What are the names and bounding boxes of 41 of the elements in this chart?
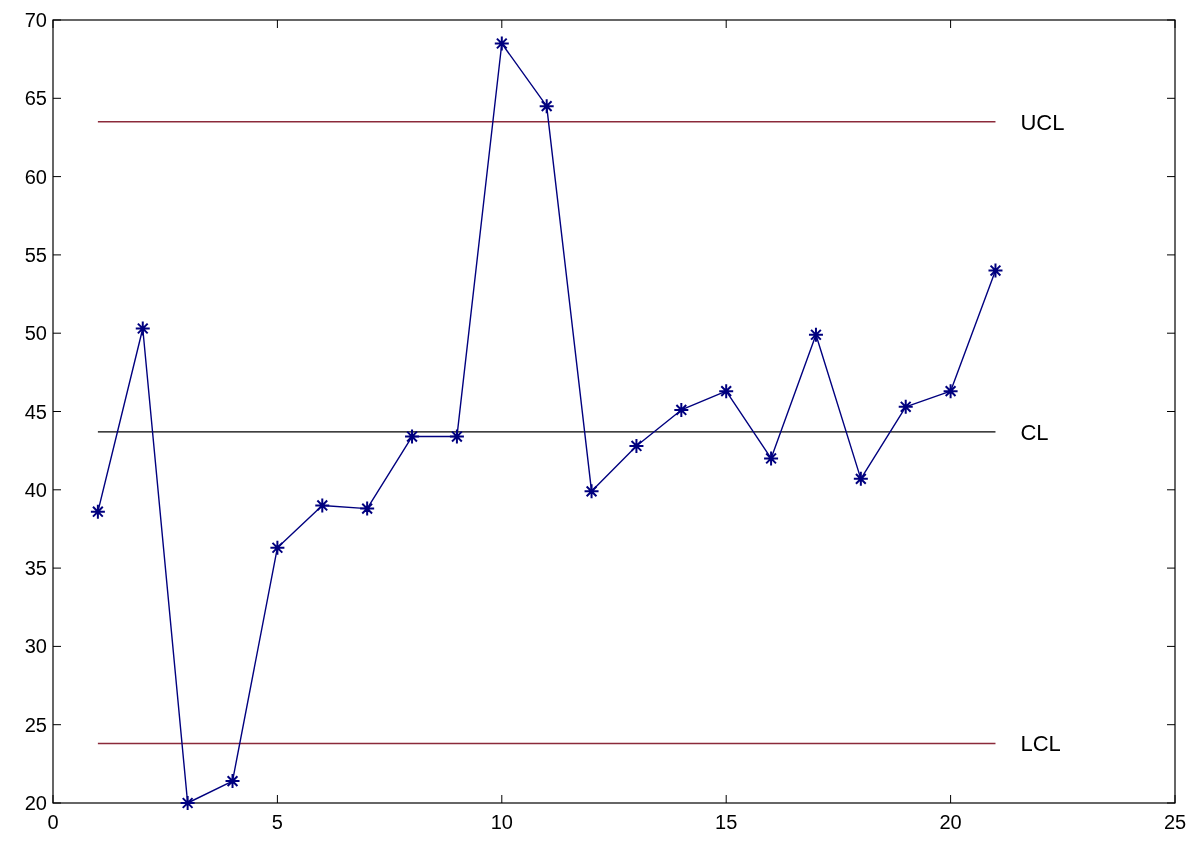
x-tick-label: 10: [490, 811, 513, 833]
series-label: UCL: [1020, 109, 1065, 135]
point: [179, 795, 196, 811]
point: [448, 428, 465, 445]
y-tick-label: 40: [24, 478, 47, 501]
point: [987, 262, 1004, 279]
y-tick-label: 20: [24, 792, 47, 814]
point: [89, 503, 106, 520]
point: [718, 383, 735, 400]
x-tick-label: 25: [1163, 811, 1187, 833]
point: [538, 98, 555, 115]
point: [807, 326, 824, 343]
series-label: LCL: [1020, 731, 1061, 757]
y-tick-label: 70: [24, 9, 47, 31]
y-tick-label: 45: [24, 400, 47, 423]
y-tick-label: 65: [24, 87, 47, 110]
x-tick-label: 5: [271, 811, 283, 833]
y-tick-label: 30: [24, 635, 47, 658]
point: [404, 428, 421, 445]
point: [628, 437, 645, 454]
x-tick-label: 0: [47, 811, 59, 833]
point: [359, 500, 376, 517]
y-tick-label: 25: [24, 713, 47, 736]
y-tick-label: 35: [24, 557, 47, 580]
point: [673, 401, 690, 418]
point: [583, 483, 600, 500]
point: [852, 470, 869, 487]
y-tick-label: 55: [24, 243, 47, 266]
x-tick-label: 15: [715, 811, 738, 833]
point: [224, 773, 241, 790]
point: [763, 450, 780, 467]
point: [897, 398, 914, 415]
point: [942, 383, 959, 400]
x-tick-label: 20: [939, 811, 962, 833]
point: [269, 539, 286, 556]
point: [493, 35, 510, 52]
point: [134, 320, 151, 337]
y-tick-label: 50: [24, 322, 47, 345]
series-label: CL: [1020, 419, 1049, 445]
point: [314, 497, 331, 514]
y-tick-label: 60: [24, 165, 47, 188]
